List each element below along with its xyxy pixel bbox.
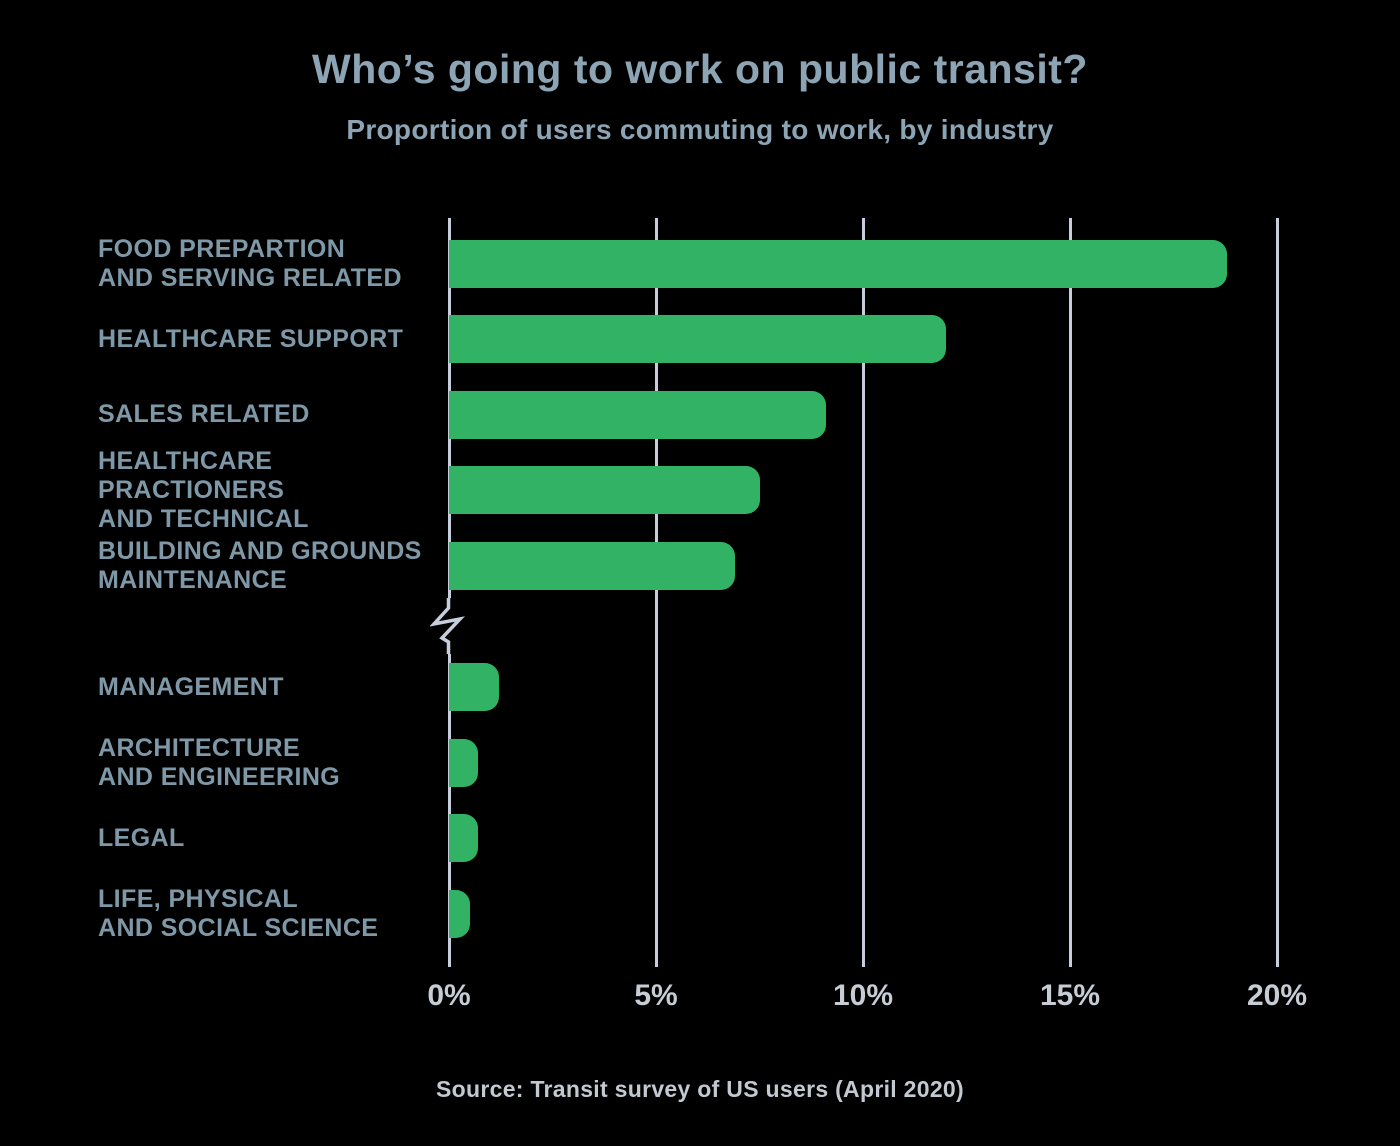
source-note: Source: Transit survey of US users (Apri…: [436, 1076, 964, 1102]
bar: [449, 889, 470, 938]
x-tick-label: 15%: [1039, 979, 1101, 1012]
category-label-line: FOOD PREPARTION: [98, 234, 346, 263]
gridline: [654, 218, 658, 967]
axis-break-icon: [430, 597, 467, 654]
category-label: LEGAL: [0, 824, 449, 853]
bar: [449, 663, 499, 712]
category-label-line: HEALTHCARE SUPPORT: [98, 324, 404, 353]
bar-row: ARCHITECTURE AND ENGINEERING: [0, 725, 1400, 801]
gridline: [447, 218, 451, 967]
gridline: [1068, 218, 1072, 967]
category-label-line: AND SOCIAL SCIENCE: [98, 913, 379, 942]
gridline: [1275, 218, 1279, 967]
category-label-line: BUILDING AND GROUNDS: [98, 536, 422, 565]
bar-track: [449, 315, 1277, 364]
category-label-line: MAINTENANCE: [98, 565, 288, 594]
bar: [449, 239, 1228, 288]
bar-row: LEGAL: [0, 801, 1400, 877]
category-label: LIFE, PHYSICAL AND SOCIAL SCIENCE: [0, 885, 449, 943]
category-label-line: ARCHITECTURE: [98, 733, 301, 762]
bar-track: [449, 390, 1277, 439]
bar-track: [449, 738, 1277, 787]
category-label: HEALTHCARE PRACTIONERS AND TECHNICAL: [0, 447, 449, 534]
bar-row: HEALTHCARE PRACTIONERS AND TECHNICAL: [0, 447, 1400, 533]
bar-row: HEALTHCARE SUPPORT: [0, 302, 1400, 378]
category-label-line: LIFE, PHYSICAL: [98, 884, 299, 913]
category-label-line: SALES RELATED: [98, 400, 310, 429]
bar: [449, 466, 760, 515]
bar-track: [449, 239, 1277, 288]
category-label: SALES RELATED: [0, 400, 449, 429]
category-label-line: MANAGEMENT: [98, 672, 284, 701]
bar-row: MANAGEMENT: [0, 650, 1400, 726]
category-label-line: HEALTHCARE PRACTIONERS: [98, 446, 285, 504]
category-label: MANAGEMENT: [0, 673, 449, 702]
bar-track: [449, 663, 1277, 712]
bar-track: [449, 814, 1277, 863]
category-label: ARCHITECTURE AND ENGINEERING: [0, 734, 449, 792]
bar: [449, 541, 735, 590]
bar-row: LIFE, PHYSICAL AND SOCIAL SCIENCE: [0, 876, 1400, 952]
bar: [449, 814, 478, 863]
bar-row: FOOD PREPARTION AND SERVING RELATED: [0, 226, 1400, 302]
x-tick-label: 5%: [634, 979, 678, 1012]
category-label-line: AND ENGINEERING: [98, 762, 341, 791]
bar: [449, 390, 826, 439]
gridline: [861, 218, 865, 967]
x-tick-label: 0%: [427, 979, 471, 1012]
chart-subtitle: Proportion of users commuting to work, b…: [346, 114, 1054, 145]
bar-track: [449, 541, 1277, 590]
category-label: BUILDING AND GROUNDS MAINTENANCE: [0, 537, 449, 595]
bar: [449, 315, 946, 364]
plot-area: 0% 5% 10% 15% 20%: [427, 218, 1307, 1012]
category-label-line: AND TECHNICAL: [98, 504, 309, 533]
axis-break: [0, 597, 1400, 654]
x-tick-label: 20%: [1246, 979, 1308, 1012]
bar-row: BUILDING AND GROUNDS MAINTENANCE: [0, 528, 1400, 604]
chart-title: Who’s going to work on public transit?: [312, 46, 1088, 92]
bar-row: SALES RELATED: [0, 377, 1400, 453]
category-label: HEALTHCARE SUPPORT: [0, 325, 449, 354]
category-label: FOOD PREPARTION AND SERVING RELATED: [0, 235, 449, 293]
category-label-line: LEGAL: [98, 823, 185, 852]
category-label-line: AND SERVING RELATED: [98, 263, 402, 292]
bar-rows: FOOD PREPARTION AND SERVING RELATED HEALTH…: [0, 226, 1400, 952]
x-tick-label: 10%: [832, 979, 894, 1012]
bar-track: [449, 889, 1277, 938]
bar-track: [449, 466, 1277, 515]
bar: [449, 738, 478, 787]
